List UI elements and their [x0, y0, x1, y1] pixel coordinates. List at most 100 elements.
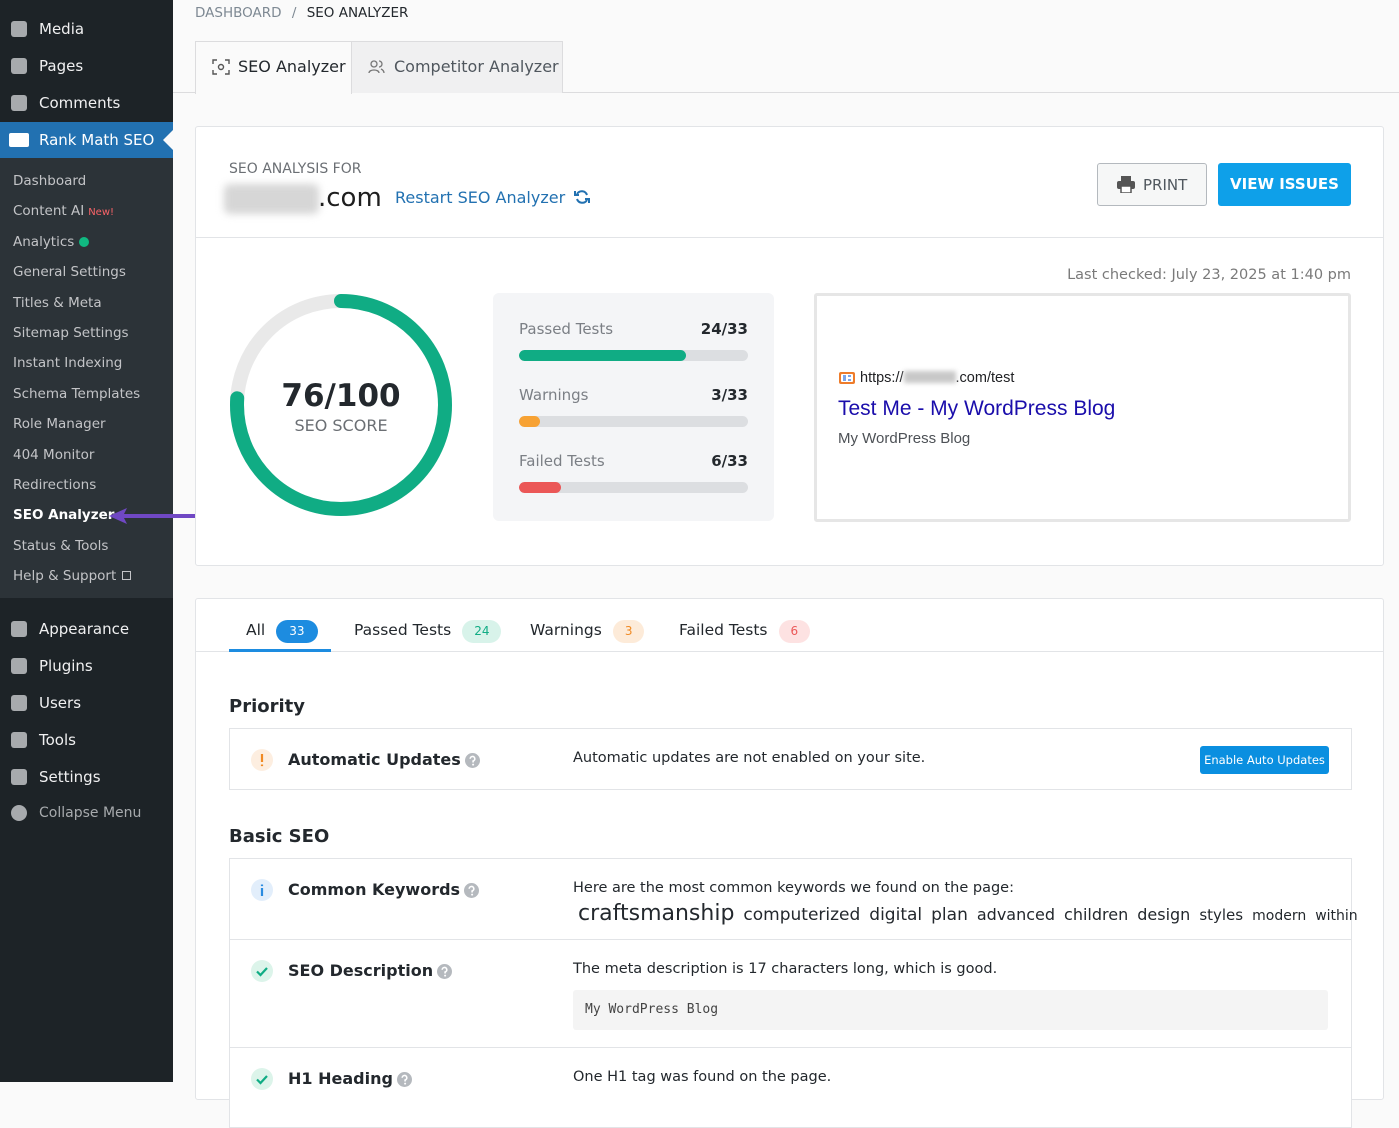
menu-item[interactable]: Media: [39, 20, 85, 38]
print-button[interactable]: PRINT: [1097, 163, 1207, 206]
breadcrumb-link[interactable]: DASHBOARD: [195, 5, 282, 21]
submenu-item[interactable]: Sitemap Settings: [13, 323, 129, 343]
score-gauge: [230, 294, 452, 516]
menu-icon: [11, 732, 27, 748]
serp-preview: https:// .com/test Test Me - My WordPress…: [814, 293, 1351, 522]
tab-active[interactable]: SEO Analyzer: [195, 41, 352, 94]
menu-item[interactable]: Settings: [39, 768, 101, 786]
stat-bar: [519, 350, 686, 361]
submenu-item[interactable]: Help & Support: [13, 566, 132, 586]
sidebar: Media Pages Comments Rank Math SEO Dashboard…: [0, 0, 173, 1082]
help-glyph: [468, 885, 475, 893]
submenu-item[interactable]: Dashboard: [13, 171, 86, 191]
submenu-label: Help & Support: [13, 568, 117, 585]
keyword: modern: [1252, 908, 1307, 924]
print-label: PRINT: [1143, 176, 1188, 194]
breadcrumb: DASHBOARD / SEO ANALYZER: [195, 3, 408, 23]
menu-item[interactable]: Tools: [39, 731, 76, 749]
enable-label: Enable Auto Updates: [1204, 753, 1325, 767]
stat-value: 3/33: [711, 386, 748, 404]
restart-link[interactable]: Restart SEO Analyzer: [395, 188, 591, 208]
section-title: Basic SEO: [229, 826, 330, 847]
submenu-item[interactable]: Schema Templates: [13, 384, 140, 404]
check-row: Automatic Updates Automatic updates are n…: [230, 729, 1351, 789]
tabs-divider: [173, 92, 1399, 93]
menu-item[interactable]: Appearance: [39, 620, 130, 638]
enable-button[interactable]: Enable Auto Updates: [1200, 746, 1329, 774]
analysis-label: SEO ANALYSIS FOR: [229, 161, 362, 177]
submenu-item[interactable]: Analytics: [13, 232, 90, 252]
help-icon[interactable]: [397, 1072, 412, 1087]
menu-item[interactable]: Comments: [39, 94, 121, 112]
keyword: children: [1064, 905, 1129, 924]
menu-icon: [11, 21, 27, 37]
filter-label: Warnings: [530, 621, 602, 639]
keyword-cloud: craftsmanship computerized digital plan adva…: [578, 899, 1367, 931]
menu-item[interactable]: Collapse Menu: [39, 805, 142, 821]
menu-item[interactable]: Plugins: [39, 657, 93, 675]
submenu-item[interactable]: Redirections: [13, 475, 96, 495]
code-text: My WordPress Blog: [585, 1002, 719, 1017]
submenu-item[interactable]: SEO Analyzer: [13, 505, 114, 525]
external-icon: [122, 571, 132, 581]
check-title: Automatic Updates: [288, 750, 461, 769]
filter-underline: [229, 649, 331, 652]
submenu-label: Dashboard: [13, 173, 87, 189]
serp-url: https:// .com/test: [860, 368, 1014, 388]
filter-count: 24: [462, 620, 502, 643]
tab-label: Competitor Analyzer: [394, 57, 559, 76]
submenu-label: Schema Templates: [13, 385, 141, 402]
last-checked: Last checked: July 23, 2025 at 1:40 pm: [1067, 267, 1351, 283]
check-title: Common Keywords: [288, 880, 461, 899]
menu-item[interactable]: Pages: [39, 57, 84, 75]
status-icon: [251, 879, 273, 901]
score-label: SEO SCORE: [294, 416, 388, 435]
filter-label: Failed Tests: [679, 621, 768, 639]
check-row: H1 Heading One H1 tag was found on the pa…: [230, 1047, 1351, 1128]
stat-label: Failed Tests: [519, 452, 605, 470]
domain: .com: [318, 183, 382, 213]
submenu-label: General Settings: [13, 264, 126, 281]
menu-item-active[interactable]: Rank Math SEO: [39, 131, 155, 149]
help-dot: [472, 763, 475, 766]
help-glyph: [469, 755, 476, 763]
keyword: plan: [931, 905, 968, 925]
help-dot: [444, 974, 447, 977]
submenu-item[interactable]: General Settings: [13, 262, 126, 282]
help-icon[interactable]: [464, 883, 479, 898]
submenu-label: SEO Analyzer: [13, 507, 115, 524]
stat-value: 6/33: [711, 452, 748, 470]
filter-tab[interactable]: Failed Tests 6: [679, 620, 811, 643]
view-issues-button[interactable]: VIEW ISSUES: [1218, 163, 1351, 206]
status-icon: [251, 960, 273, 982]
code-block: My WordPress Blog: [573, 990, 1328, 1030]
submenu-item[interactable]: Role Manager: [13, 414, 106, 434]
status-dot: [79, 236, 90, 247]
menu-icon: [11, 695, 27, 711]
keyword: computerized: [743, 905, 861, 925]
tab[interactable]: Competitor Analyzer: [351, 41, 563, 93]
filter-divider: [196, 651, 1383, 652]
filter-tab[interactable]: All 33: [246, 620, 318, 643]
stat-track: [519, 350, 748, 361]
help-icon[interactable]: [437, 964, 452, 979]
filter-tab[interactable]: Passed Tests 24: [354, 620, 502, 643]
tab-icon: [368, 60, 385, 74]
menu-item[interactable]: Users: [39, 694, 82, 712]
filter-count: 3: [612, 620, 645, 643]
filter-tab[interactable]: Warnings 3: [530, 620, 645, 643]
submenu-item[interactable]: Titles & Meta: [13, 293, 102, 313]
submenu-item[interactable]: Content AI New!: [13, 201, 114, 223]
serp-title[interactable]: Test Me - My WordPress Blog: [838, 397, 1116, 420]
submenu-item[interactable]: 404 Monitor: [13, 445, 94, 465]
breadcrumb-current: SEO ANALYZER: [306, 5, 409, 21]
filter-label: Passed Tests: [354, 621, 452, 639]
help-icon[interactable]: [465, 753, 480, 768]
menu-icon: [11, 58, 27, 74]
url-prefix: https://: [860, 370, 904, 386]
submenu-item[interactable]: Instant Indexing: [13, 353, 122, 373]
submenu-item[interactable]: Status & Tools: [13, 536, 108, 556]
status-bg: [251, 1068, 273, 1090]
check-message: The meta description is 17 characters lo…: [573, 961, 998, 977]
results-card: All 33 Passed Tests 24 Warnings 3 Failed Tests…: [195, 598, 1384, 1128]
